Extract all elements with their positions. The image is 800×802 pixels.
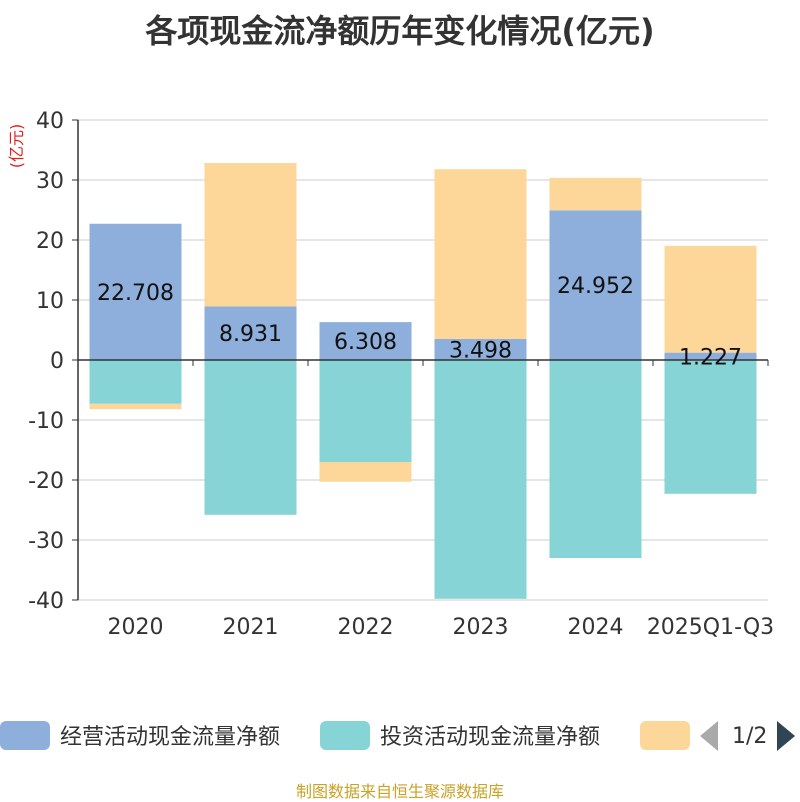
legend-label-investing: 投资活动现金流量净额	[380, 725, 601, 750]
stacked-bar-chart: 40 30 20 10 0 -10 -20 -30 -40 (亿元) 22.708 8.931 6.30…	[7, 109, 774, 640]
bar-operating	[664, 352, 757, 360]
legend-label-operating: 经营活动现金流量净额	[60, 725, 281, 750]
bar-financing	[204, 163, 297, 307]
bar-financing	[664, 245, 757, 353]
bar-value-label: 22.708	[97, 281, 174, 306]
x-category-label: 2023	[453, 615, 509, 640]
legend: 经营活动现金流量净额 投资活动现金流量净额 1/2	[0, 716, 800, 756]
legend-page-indicator: 1/2	[732, 723, 768, 749]
bar-investing	[434, 360, 527, 599]
legend-item-investing[interactable]: 投资活动现金流量净额	[320, 720, 600, 750]
y-tick-label: -30	[28, 529, 64, 554]
x-category-label: 2021	[223, 615, 279, 640]
bar-financing	[549, 177, 642, 211]
bar-operating	[319, 322, 412, 360]
legend-item-operating[interactable]: 经营活动现金流量净额	[0, 720, 280, 750]
y-tick-label: 20	[36, 229, 64, 254]
legend-swatch-investing	[320, 720, 370, 750]
bar-investing	[319, 360, 412, 462]
bar-value-label: 3.498	[449, 339, 512, 364]
legend-prev-icon[interactable]	[700, 721, 718, 751]
x-category-label: 2024	[568, 615, 624, 640]
y-tick-label: 40	[36, 109, 64, 134]
bar-investing	[204, 360, 297, 515]
legend-pager: 1/2	[700, 720, 796, 752]
bar-value-label: 6.308	[334, 330, 397, 355]
y-axis-unit-label: (亿元)	[7, 124, 26, 169]
bar-financing	[434, 169, 527, 340]
bar-investing	[664, 360, 757, 494]
bar-value-label: 24.952	[557, 274, 634, 299]
y-tick-label: -20	[28, 469, 64, 494]
y-tick-label: 10	[36, 289, 64, 314]
y-tick-label: -10	[28, 409, 64, 434]
bar-financing	[89, 403, 182, 410]
bar-operating	[434, 339, 527, 360]
y-tick-label: 0	[50, 349, 64, 374]
legend-item-financing[interactable]	[640, 720, 690, 750]
bar-financing	[319, 462, 412, 482]
bar-operating	[89, 223, 182, 360]
data-source-note: 制图数据来自恒生聚源数据库	[295, 782, 504, 801]
legend-swatch-financing	[640, 720, 690, 750]
x-category-label: 2022	[338, 615, 394, 640]
bar-operating	[204, 306, 297, 360]
y-tick-label: -40	[28, 589, 64, 614]
bar-investing	[549, 360, 642, 558]
bar-operating	[549, 210, 642, 360]
legend-swatch-operating	[0, 720, 50, 750]
bar-value-label: 1.227	[679, 345, 742, 370]
y-tick-label: 30	[36, 169, 64, 194]
bar-value-label: 8.931	[219, 322, 282, 347]
x-category-label: 2025Q1-Q3	[647, 615, 774, 640]
legend-next-icon[interactable]	[777, 721, 796, 751]
bar-investing	[89, 360, 182, 404]
chart-title: 各项现金流净额历年变化情况(亿元)	[145, 12, 655, 50]
x-category-label: 2020	[108, 615, 164, 640]
